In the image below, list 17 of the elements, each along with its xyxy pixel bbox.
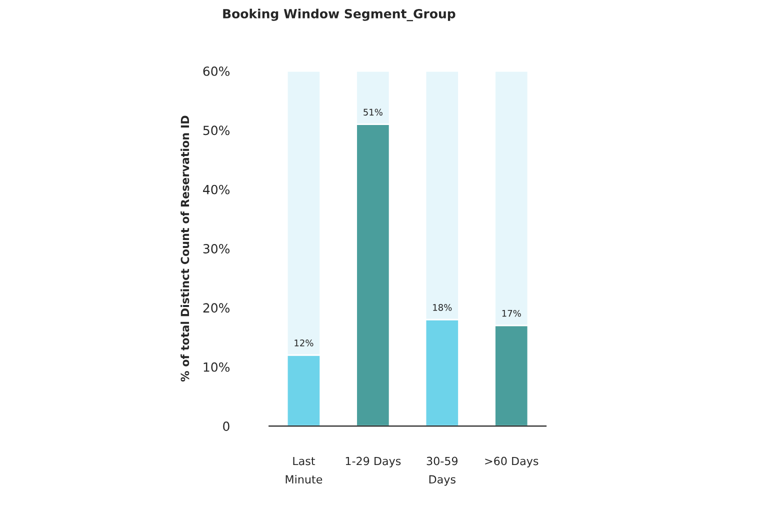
y-tick-label: 40%	[203, 184, 230, 194]
y-tick-label: 50%	[203, 126, 230, 136]
x-tick-label: Last Minute	[286, 456, 322, 484]
data-label: 51%	[364, 108, 382, 116]
y-tick-label: 0	[223, 422, 230, 431]
data-label: 18%	[433, 304, 452, 311]
x-tick-label: 30-59 Days	[426, 456, 458, 486]
chart-title: Booking Window Segment_Group	[223, 8, 456, 22]
x-tick-label: >60 Days	[485, 456, 538, 468]
y-tick-label: 30%	[203, 244, 230, 254]
data-label: 17%	[502, 310, 521, 317]
y-tick-label: 10%	[204, 362, 230, 372]
x-tick-label: 1-29 Days	[346, 456, 401, 468]
y-axis-title: % of total Distinct Count of Reservation ID	[180, 116, 190, 382]
data-label: 12%	[294, 340, 314, 346]
y-tick-label: 60%	[203, 66, 230, 76]
y-tick-label: 20%	[203, 303, 230, 313]
